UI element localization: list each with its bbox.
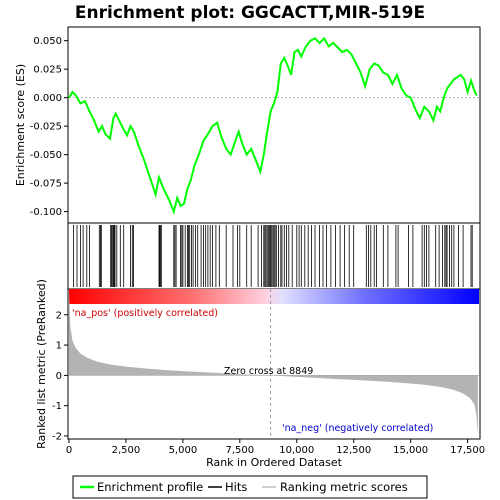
metric-axis-label: Ranked list metric (PreRanked) [35,279,48,449]
x-tick-label: 15,000 [393,445,428,456]
x-axis-ticks: 0 2,500 5,000 7,500 10,000 12,500 15,000 17,500 [66,439,485,456]
metric-tick-label: -2 [52,431,62,442]
es-tick-label: -0.100 [30,207,62,218]
metric-axis-ticks: 2 1 0 -1 -2 [52,310,68,442]
metric-tick-label: -1 [52,401,62,412]
x-axis-label: Rank in Ordered Dataset [206,456,343,469]
legend-profile-label: Enrichment profile [97,480,203,494]
metric-tick-label: 2 [56,310,62,321]
es-tick-label: -0.025 [30,122,62,133]
x-tick-label: 12,500 [336,445,371,456]
enrichment-profile-line [68,36,478,215]
chart-title: Enrichment plot: GGCACTT,MIR-519E [75,3,425,23]
legend-box [72,475,428,499]
x-tick-label: 5,000 [169,445,198,456]
x-tick-label: 2,500 [112,445,141,456]
zero-cross-label: Zero cross at 8849 [224,366,313,377]
legend-hits-label: Hits [225,480,247,494]
hit-marks [73,225,473,287]
es-tick-label: 0.000 [33,93,62,104]
es-tick-label: -0.050 [30,150,62,161]
metric-tick-label: 1 [56,341,62,352]
es-tick-label: -0.075 [30,179,62,190]
x-tick-label: 0 [66,445,72,456]
rank-color-bar [69,289,479,304]
es-axis-label: Enrichment score (ES) [14,64,27,186]
es-panel [67,26,481,224]
neg-label: 'na_neg' (negatively correlated) [282,423,433,434]
metric-tick-label: 0 [56,371,62,382]
es-tick-label: 0.025 [33,65,62,76]
es-axis-ticks: 0.050 0.025 0.000 -0.025 -0.050 -0.075 -0.100 [30,36,68,218]
es-tick-label: 0.050 [33,36,62,47]
x-tick-label: 10,000 [279,445,314,456]
x-tick-label: 17,500 [450,445,485,456]
pos-label: 'na_pos' (positively correlated) [72,308,218,319]
legend-metric-label: Ranking metric scores [280,480,408,494]
x-tick-label: 7,500 [226,445,255,456]
